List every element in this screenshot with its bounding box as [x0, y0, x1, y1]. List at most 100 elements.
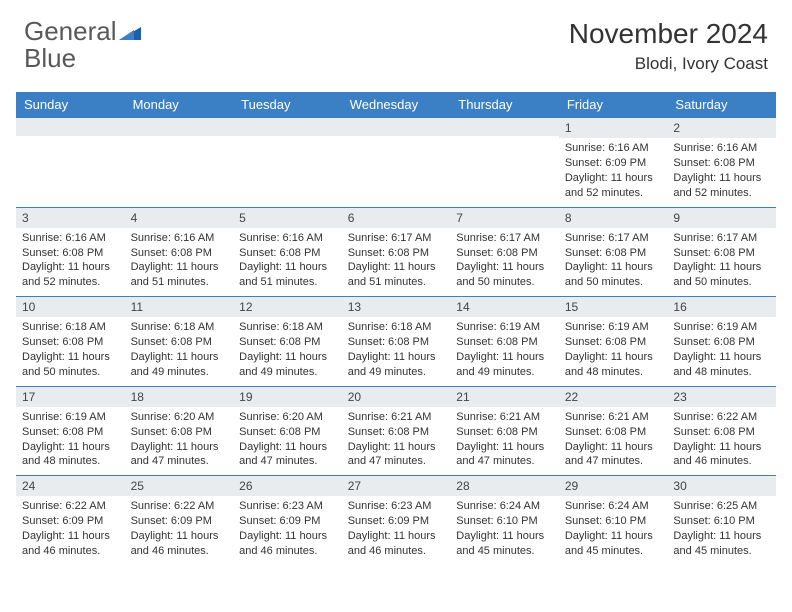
- day-cell: 5Sunrise: 6:16 AMSunset: 6:08 PMDaylight…: [233, 208, 342, 297]
- day-number: 11: [125, 297, 234, 317]
- sunset-text: Sunset: 6:08 PM: [565, 335, 662, 350]
- daylight2-text: and 52 minutes.: [673, 186, 770, 201]
- day-cell: 11 Sunrise: 6:18 AMSunset: 6:08 PMDayligh…: [125, 297, 234, 386]
- sunrise-text: Sunrise: 6:25 AM: [673, 499, 770, 514]
- daylight1-text: Daylight: 11 hours: [456, 350, 553, 365]
- daylight2-text: and 47 minutes.: [456, 454, 553, 469]
- daylight1-text: Daylight: 11 hours: [348, 440, 445, 455]
- day-number: 24: [16, 476, 125, 496]
- sunrise-text: Sunrise: 6:19 AM: [673, 320, 770, 335]
- sunrise-text: Sunrise: 6:18 AM: [239, 320, 336, 335]
- sunset-text: Sunset: 6:08 PM: [456, 425, 553, 440]
- daylight1-text: Daylight: 11 hours: [348, 350, 445, 365]
- sunset-text: Sunset: 6:10 PM: [456, 514, 553, 529]
- sunrise-text: Sunrise: 6:17 AM: [565, 231, 662, 246]
- daylight2-text: and 51 minutes.: [131, 275, 228, 290]
- day-cell: 8Sunrise: 6:17 AMSunset: 6:08 PMDaylight…: [559, 208, 668, 297]
- day-cell: 12Sunrise: 6:18 AMSunset: 6:08 PMDayligh…: [233, 297, 342, 386]
- sunrise-text: Sunrise: 6:23 AM: [239, 499, 336, 514]
- daylight2-text: and 50 minutes.: [456, 275, 553, 290]
- daylight1-text: Daylight: 11 hours: [239, 529, 336, 544]
- day-cell: 10Sunrise: 6:18 AMSunset: 6:08 PMDayligh…: [16, 297, 125, 386]
- dow-wednesday: Wednesday: [342, 92, 451, 117]
- day-number: [450, 118, 559, 136]
- sunset-text: Sunset: 6:09 PM: [22, 514, 119, 529]
- daylight2-text: and 45 minutes.: [565, 544, 662, 559]
- daylight1-text: Daylight: 11 hours: [348, 529, 445, 544]
- daylight1-text: Daylight: 11 hours: [456, 440, 553, 455]
- daylight1-text: Daylight: 11 hours: [131, 260, 228, 275]
- day-cell: 30Sunrise: 6:25 AMSunset: 6:10 PMDayligh…: [667, 476, 776, 565]
- day-number: 22: [559, 387, 668, 407]
- day-number: 19: [233, 387, 342, 407]
- day-cell: 24Sunrise: 6:22 AMSunset: 6:09 PMDayligh…: [16, 476, 125, 565]
- daylight2-text: and 45 minutes.: [673, 544, 770, 559]
- dow-friday: Friday: [559, 92, 668, 117]
- sunset-text: Sunset: 6:08 PM: [131, 246, 228, 261]
- sunrise-text: Sunrise: 6:22 AM: [673, 410, 770, 425]
- daylight1-text: Daylight: 11 hours: [22, 440, 119, 455]
- daylight1-text: Daylight: 11 hours: [673, 350, 770, 365]
- daylight2-text: and 47 minutes.: [348, 454, 445, 469]
- day-number: [233, 118, 342, 136]
- daylight1-text: Daylight: 11 hours: [239, 260, 336, 275]
- daylight1-text: Daylight: 11 hours: [131, 350, 228, 365]
- sunset-text: Sunset: 6:08 PM: [22, 425, 119, 440]
- sunrise-text: Sunrise: 6:22 AM: [22, 499, 119, 514]
- logo-word-1: General: [24, 16, 117, 46]
- day-cell: 14Sunrise: 6:19 AMSunset: 6:08 PMDayligh…: [450, 297, 559, 386]
- sunset-text: Sunset: 6:08 PM: [22, 335, 119, 350]
- day-number: 23: [667, 387, 776, 407]
- daylight1-text: Daylight: 11 hours: [456, 260, 553, 275]
- day-cell: 17Sunrise: 6:19 AMSunset: 6:08 PMDayligh…: [16, 387, 125, 476]
- day-number: 1: [559, 118, 668, 138]
- daylight2-text: and 49 minutes.: [239, 365, 336, 380]
- day-cell: 29Sunrise: 6:24 AMSunset: 6:10 PMDayligh…: [559, 476, 668, 565]
- sunrise-text: Sunrise: 6:19 AM: [22, 410, 119, 425]
- day-cell: 27Sunrise: 6:23 AMSunset: 6:09 PMDayligh…: [342, 476, 451, 565]
- daylight2-text: and 47 minutes.: [239, 454, 336, 469]
- daylight1-text: Daylight: 11 hours: [22, 260, 119, 275]
- sunset-text: Sunset: 6:09 PM: [131, 514, 228, 529]
- logo: General Blue: [24, 18, 141, 72]
- day-number: 2: [667, 118, 776, 138]
- week-row: 3Sunrise: 6:16 AMSunset: 6:08 PMDaylight…: [16, 207, 776, 297]
- sunrise-text: Sunrise: 6:24 AM: [456, 499, 553, 514]
- day-number: 7: [450, 208, 559, 228]
- day-number: 27: [342, 476, 451, 496]
- dow-sunday: Sunday: [16, 92, 125, 117]
- sunrise-text: Sunrise: 6:17 AM: [673, 231, 770, 246]
- sunrise-text: Sunrise: 6:19 AM: [456, 320, 553, 335]
- day-cell: 1Sunrise: 6:16 AMSunset: 6:09 PMDaylight…: [559, 118, 668, 207]
- sunrise-text: Sunrise: 6:16 AM: [565, 141, 662, 156]
- daylight2-text: and 50 minutes.: [22, 365, 119, 380]
- sunrise-text: Sunrise: 6:17 AM: [456, 231, 553, 246]
- sunset-text: Sunset: 6:08 PM: [456, 335, 553, 350]
- daylight2-text: and 52 minutes.: [565, 186, 662, 201]
- day-cell: 7Sunrise: 6:17 AMSunset: 6:08 PMDaylight…: [450, 208, 559, 297]
- day-cell: 23Sunrise: 6:22 AMSunset: 6:08 PMDayligh…: [667, 387, 776, 476]
- day-number: 16: [667, 297, 776, 317]
- days-of-week-header: Sunday Monday Tuesday Wednesday Thursday…: [16, 92, 776, 117]
- logo-text-block: General Blue: [24, 18, 141, 72]
- sunset-text: Sunset: 6:08 PM: [565, 425, 662, 440]
- sunset-text: Sunset: 6:09 PM: [239, 514, 336, 529]
- day-number: 20: [342, 387, 451, 407]
- day-number: 5: [233, 208, 342, 228]
- sunset-text: Sunset: 6:10 PM: [565, 514, 662, 529]
- daylight1-text: Daylight: 11 hours: [565, 350, 662, 365]
- day-cell: 28Sunrise: 6:24 AMSunset: 6:10 PMDayligh…: [450, 476, 559, 565]
- day-number: 15: [559, 297, 668, 317]
- day-number: 29: [559, 476, 668, 496]
- daylight2-text: and 52 minutes.: [22, 275, 119, 290]
- sunrise-text: Sunrise: 6:18 AM: [22, 320, 119, 335]
- sunset-text: Sunset: 6:08 PM: [348, 335, 445, 350]
- sunrise-text: Sunrise: 6:18 AM: [131, 320, 228, 335]
- day-cell: 15Sunrise: 6:19 AMSunset: 6:08 PMDayligh…: [559, 297, 668, 386]
- daylight2-text: and 49 minutes.: [131, 365, 228, 380]
- day-cell: 18Sunrise: 6:20 AMSunset: 6:08 PMDayligh…: [125, 387, 234, 476]
- sunset-text: Sunset: 6:08 PM: [239, 425, 336, 440]
- daylight1-text: Daylight: 11 hours: [131, 440, 228, 455]
- sunset-text: Sunset: 6:08 PM: [239, 335, 336, 350]
- sunset-text: Sunset: 6:08 PM: [131, 335, 228, 350]
